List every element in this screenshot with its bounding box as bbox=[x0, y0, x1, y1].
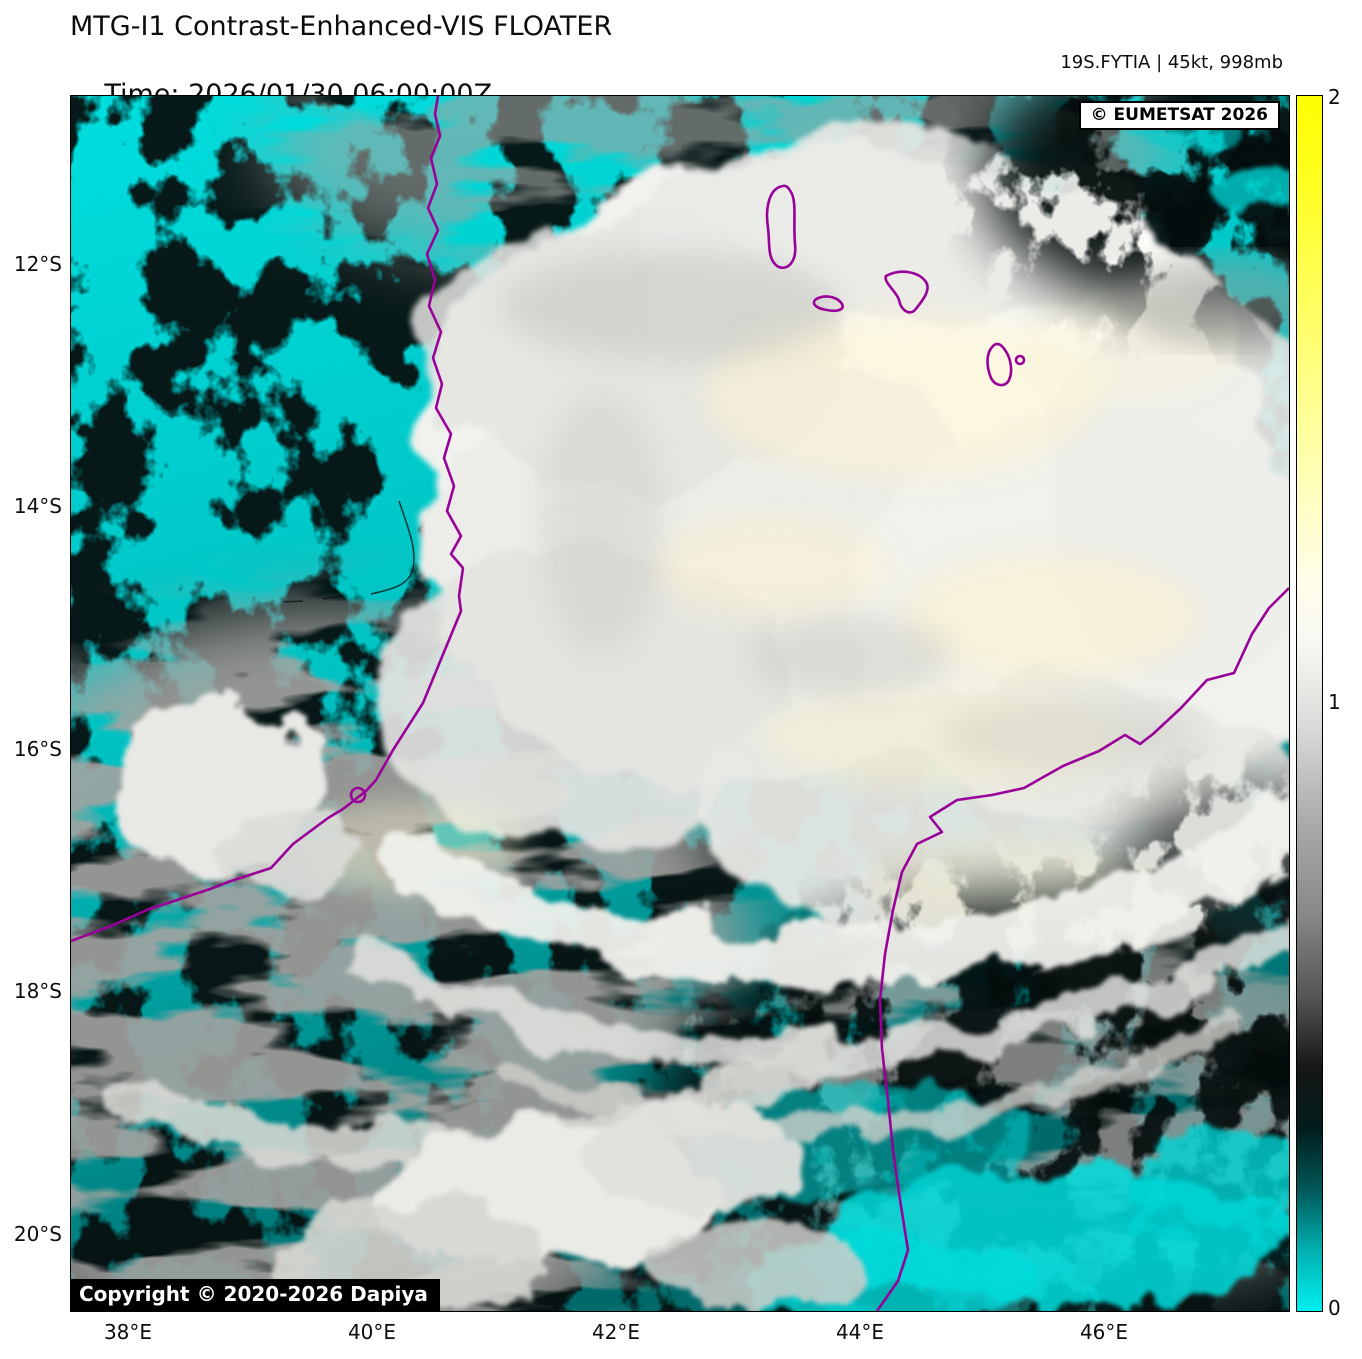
coastlines bbox=[71, 96, 1289, 1311]
colorbar bbox=[1296, 95, 1323, 1312]
low-cumulus-clusters bbox=[116, 701, 861, 1311]
colorbar-tick-2: 2 bbox=[1328, 85, 1341, 109]
storm-info-label: 19S.FYTIA | 45kt, 998mb bbox=[1060, 52, 1283, 73]
map-frame: © EUMETSAT 2026 Copyright © 2020-2026 Da… bbox=[70, 95, 1290, 1312]
lon-label-44e: 44°E bbox=[835, 1320, 885, 1344]
satellite-image bbox=[71, 96, 1289, 1311]
island-anjouan bbox=[884, 270, 929, 314]
lat-label-14s: 14°S bbox=[13, 494, 62, 518]
lat-label-12s: 12°S bbox=[13, 252, 62, 276]
product-title: MTG-I1 Contrast-Enhanced-VIS FLOATER bbox=[70, 11, 613, 42]
lon-label-40e: 40°E bbox=[347, 1320, 397, 1344]
lon-label-38e: 38°E bbox=[103, 1320, 153, 1344]
island-moheli bbox=[812, 295, 844, 313]
lon-label-46e: 46°E bbox=[1079, 1320, 1129, 1344]
coastline-madagascar bbox=[875, 587, 1289, 1311]
island-islet bbox=[1014, 354, 1026, 366]
island-grande-comore bbox=[765, 184, 797, 269]
colorbar-tick-0: 0 bbox=[1328, 1296, 1341, 1320]
river-line bbox=[282, 500, 415, 603]
coastline-lagoon bbox=[349, 786, 367, 804]
colorbar-tick-1: 1 bbox=[1328, 690, 1341, 714]
lat-label-18s: 18°S bbox=[13, 979, 62, 1003]
dapiya-copyright-badge: Copyright © 2020-2026 Dapiya bbox=[71, 1279, 440, 1311]
lat-label-16s: 16°S bbox=[13, 737, 62, 761]
coastline-mozambique bbox=[71, 96, 465, 943]
eumetsat-badge: © EUMETSAT 2026 bbox=[1078, 101, 1280, 130]
cloud-gray-shading bbox=[501, 251, 1201, 771]
lat-label-20s: 20°S bbox=[13, 1222, 62, 1246]
lon-label-42e: 42°E bbox=[591, 1320, 641, 1344]
island-mayotte bbox=[986, 342, 1013, 387]
